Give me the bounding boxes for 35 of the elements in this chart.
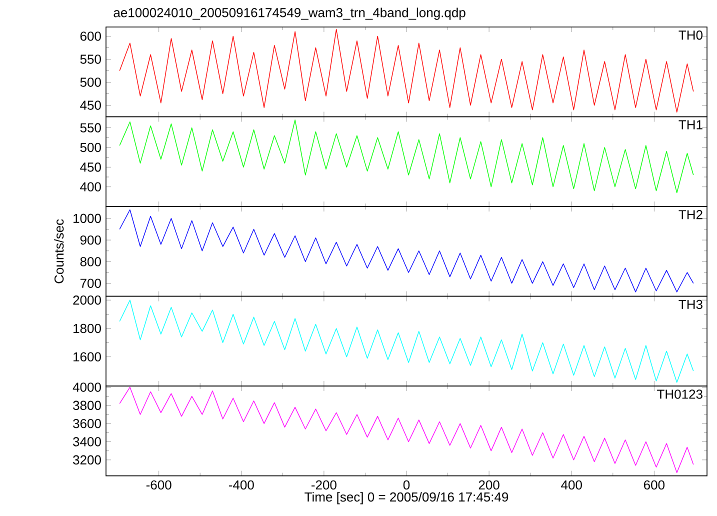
text: TH3 <box>678 300 702 310</box>
y-tick-label: 3600 <box>73 418 101 428</box>
series-label: TH1 <box>678 120 702 130</box>
y-tick-label: 550 <box>80 54 101 64</box>
y-tick-label: 1000 <box>74 214 101 224</box>
y-tick-label: 550 <box>80 123 101 132</box>
y-tick-label: 400 <box>80 182 101 192</box>
series-label: TH0 <box>678 30 702 40</box>
y-axis-title: Counts/sec <box>54 219 64 284</box>
x-tick-label: 400 <box>561 480 582 490</box>
y-tick-label: 450 <box>80 162 101 172</box>
text: TH0123 <box>657 390 702 399</box>
y-tick-label: 900 <box>80 235 101 245</box>
x-tick-label: -400 <box>228 480 254 490</box>
x-tick-label: 200 <box>478 480 500 490</box>
text: TH2 <box>678 210 702 220</box>
x-tick-label: -600 <box>146 480 172 490</box>
chart-title: ae100024010_20050916174549_wam3_trn_4band_long.qdp <box>114 8 466 20</box>
y-tick-label: 4000 <box>72 382 101 392</box>
y-tick-label: 600 <box>80 32 101 41</box>
x-tick-label: 600 <box>644 480 664 490</box>
y-tick-label: 500 <box>80 142 101 152</box>
x-tick-label: 0 <box>403 480 410 490</box>
y-tick-label: 3800 <box>73 400 101 410</box>
y-tick-label: 1600 <box>74 352 101 362</box>
y-tick-label: 3200 <box>73 455 101 464</box>
y-tick-label: 800 <box>80 257 101 266</box>
y-tick-label: 2000 <box>73 296 101 305</box>
y-tick-label: 700 <box>80 278 101 288</box>
x-tick-label: -200 <box>312 480 336 490</box>
y-tick-label: 1800 <box>74 324 101 334</box>
x-axis-title: Time [sec] 0 = 2005/09/16 17:45:49 <box>304 492 508 504</box>
y-tick-label: 450 <box>80 100 101 110</box>
y-tick-label: 3400 <box>73 437 101 446</box>
y-tick-label: 500 <box>80 78 101 87</box>
